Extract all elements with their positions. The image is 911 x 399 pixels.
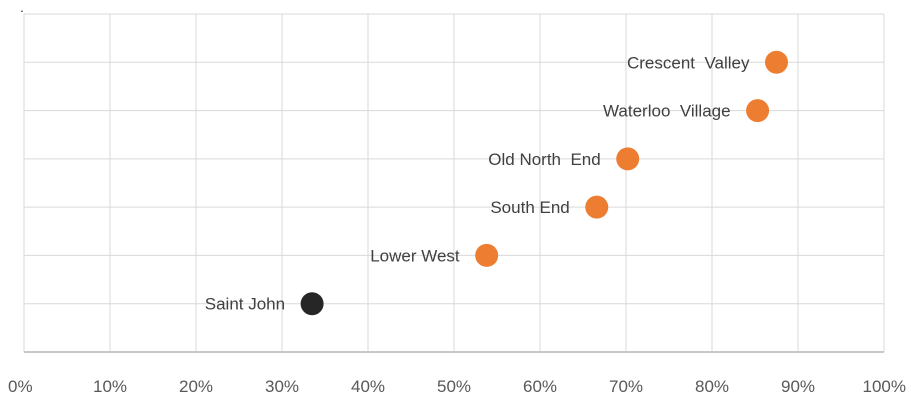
stray-dot-mark: .	[20, 0, 24, 15]
point-label: Crescent Valley	[627, 53, 750, 72]
x-tick-label: 70%	[609, 377, 643, 396]
data-point	[765, 50, 788, 74]
x-tick-label: 30%	[265, 377, 299, 396]
x-tick-label: 100%	[863, 377, 906, 396]
data-point	[585, 195, 609, 219]
x-tick-label: 10%	[93, 377, 127, 396]
point-label: Old North End	[488, 150, 600, 169]
grid-lines	[23, 13, 885, 352]
x-tick-label: 80%	[695, 377, 729, 396]
x-axis: 0% 10% 20% 30% 40% 50% 60% 70% 80% 90% 100%	[8, 351, 906, 396]
point-label: Lower West	[370, 246, 460, 265]
point-label: South End	[490, 198, 569, 217]
x-tick-label: 0%	[8, 377, 33, 396]
data-point	[475, 243, 499, 267]
x-tick-label: 50%	[437, 377, 471, 396]
data-point	[300, 292, 324, 316]
x-tick-label: 40%	[351, 377, 385, 396]
x-tick-label: 20%	[179, 377, 213, 396]
x-tick-label: 90%	[781, 377, 815, 396]
x-tick-label: 60%	[523, 377, 557, 396]
data-points	[300, 50, 788, 316]
point-labels: Crescent Valley Waterloo Village Old North…	[205, 53, 750, 313]
data-point	[746, 99, 770, 123]
point-label: Waterloo Village	[603, 102, 731, 121]
data-point	[616, 147, 640, 171]
point-label: Saint John	[205, 295, 285, 314]
